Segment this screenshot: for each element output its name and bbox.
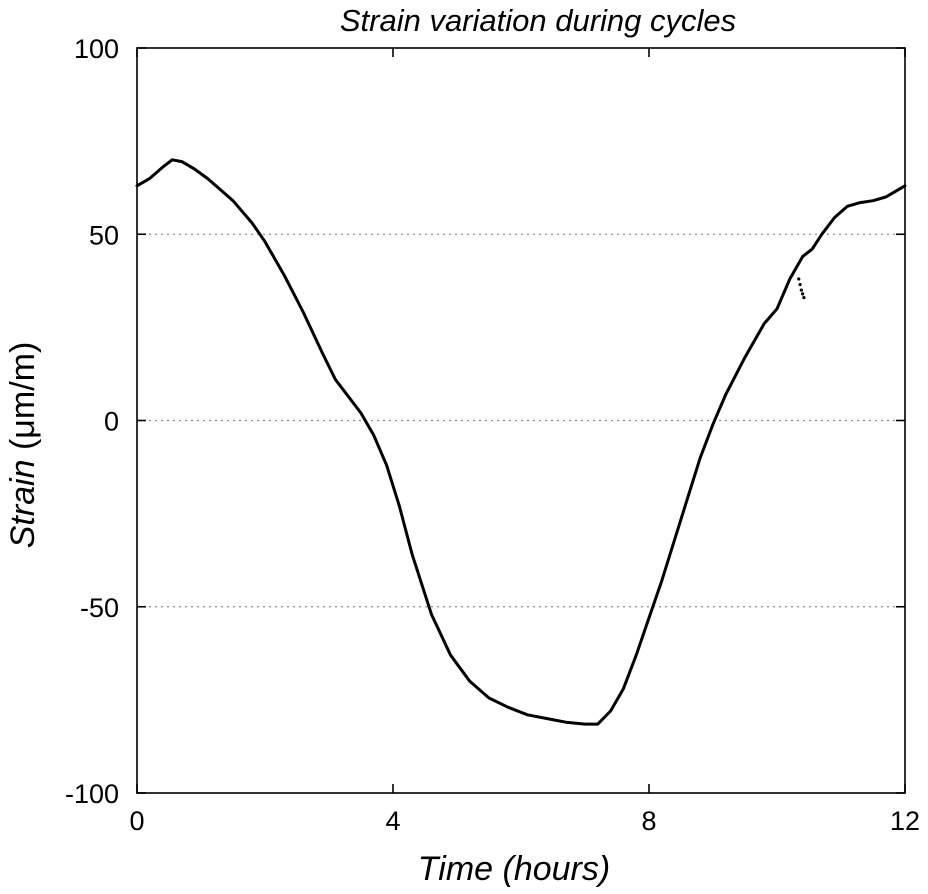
data-point (799, 288, 803, 292)
y-axis-title-italic: Strain (4, 459, 42, 548)
x-tick-label: 0 (129, 806, 144, 836)
y-tick-label: 100 (74, 34, 119, 64)
y-tick-label: -100 (65, 779, 119, 809)
y-tick-label: -50 (80, 593, 119, 623)
data-point (797, 277, 801, 281)
data-point (798, 282, 802, 287)
strain-series-line (135, 158, 907, 726)
x-tick-label: 4 (385, 806, 400, 836)
chart-title: Strain variation during cycles (340, 3, 736, 38)
data-point (802, 295, 806, 300)
y-tick-labels: -100 -50 0 50 100 (65, 34, 119, 809)
grid-lines (137, 233, 905, 608)
y-tick-label: 50 (89, 220, 119, 250)
y-tick-label: 0 (104, 407, 119, 437)
x-tick-label: 8 (641, 806, 656, 836)
x-tick-label: 12 (890, 806, 920, 836)
x-tick-labels: 0 4 8 12 (129, 806, 920, 836)
axis-ticks (136, 47, 906, 794)
data-point (801, 292, 805, 296)
strain-series-dotted-segment (797, 277, 806, 300)
y-axis-title-unit: (μm/m) (4, 342, 42, 460)
y-axis-title: Strain (μm/m) (4, 342, 42, 549)
x-axis-title: Time (hours) (418, 850, 610, 888)
